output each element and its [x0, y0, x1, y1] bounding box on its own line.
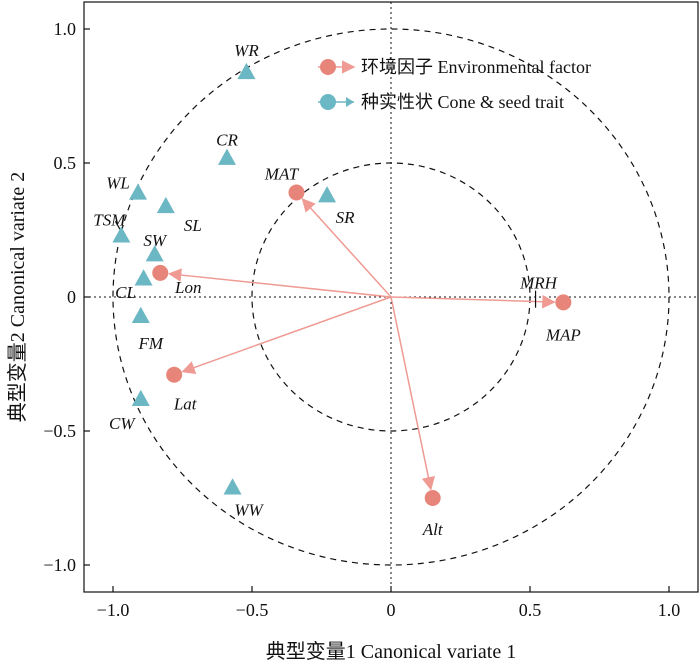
point-cr: [217, 148, 236, 165]
legend-entry-cone-seed-trait: 种实性状 Cone & seed trait: [318, 92, 564, 112]
label-lat: Lat: [173, 395, 198, 414]
y-tick-label: −0.5: [43, 421, 76, 441]
label-wr: WR: [234, 41, 259, 60]
label-fm: FM: [138, 334, 164, 353]
y-axis-title: 典型变量2 Canonical variate 2: [6, 172, 29, 423]
label-cw: CW: [109, 414, 136, 433]
label-mrh: MRH: [519, 274, 559, 293]
point-mat: [288, 184, 305, 201]
point-lat: [166, 366, 183, 383]
y-tick-label: 0: [67, 287, 76, 307]
label-cl: CL: [115, 283, 136, 302]
legend-circle-cone-seed: [320, 94, 336, 110]
point-ww: [223, 478, 242, 495]
x-axis-title: 典型变量1 Canonical variate 1: [266, 640, 517, 663]
point-fm: [131, 306, 150, 323]
point-sw: [145, 245, 164, 262]
legend-circle-environmental: [320, 59, 336, 75]
point-map: [555, 294, 572, 311]
y-tick-label: −1.0: [43, 555, 76, 575]
x-tick-label: −0.5: [236, 600, 269, 620]
legend-label-cone-seed: 种实性状 Cone & seed trait: [361, 92, 564, 112]
outer-circle: [112, 28, 670, 566]
label-sr: SR: [336, 208, 356, 227]
point-cw: [131, 389, 150, 407]
point-tsm: [112, 226, 131, 243]
legend-entry-environmental-factor: 环境因子 Environmental factor: [318, 57, 591, 77]
legend-arrowhead-cone-seed: [346, 97, 354, 107]
point-cl: [134, 269, 153, 286]
point-lon: [152, 264, 169, 281]
label-ww: WW: [234, 500, 264, 519]
label-tsm: TSM: [93, 210, 126, 229]
point-sl: [156, 196, 175, 214]
legend: 环境因子 Environmental factor 种实性状 Cone & se…: [318, 57, 591, 112]
point-wl: [129, 183, 148, 200]
x-tick-label: 0: [387, 600, 396, 620]
legend-label-environmental: 环境因子 Environmental factor: [361, 57, 591, 77]
x-tick-label: −1.0: [97, 600, 130, 620]
arrow-lon: [167, 268, 392, 298]
inner-circle: [251, 162, 531, 432]
label-sl: SL: [184, 216, 202, 235]
y-tick-label: 0.5: [54, 153, 77, 173]
arrow-lat: [181, 296, 392, 374]
arrow-alt: [390, 296, 436, 491]
label-wl: WL: [106, 173, 130, 192]
label-map: MAP: [545, 325, 581, 344]
label-lon: Lon: [174, 278, 201, 297]
point-wr: [237, 62, 256, 80]
point-sr: [318, 186, 337, 203]
plot-frame: [83, 1, 699, 593]
arrow-map: [390, 294, 556, 309]
label-mat: MAT: [264, 164, 300, 183]
y-tick-label: 1.0: [54, 19, 77, 39]
label-cr: CR: [216, 131, 238, 150]
x-tick-label: 1.0: [658, 600, 681, 620]
point-alt: [424, 490, 441, 506]
label-alt: Alt: [422, 520, 444, 539]
label-sw: SW: [143, 231, 168, 250]
arrow-mat: [301, 198, 392, 298]
x-tick-label: 0.5: [519, 600, 542, 620]
